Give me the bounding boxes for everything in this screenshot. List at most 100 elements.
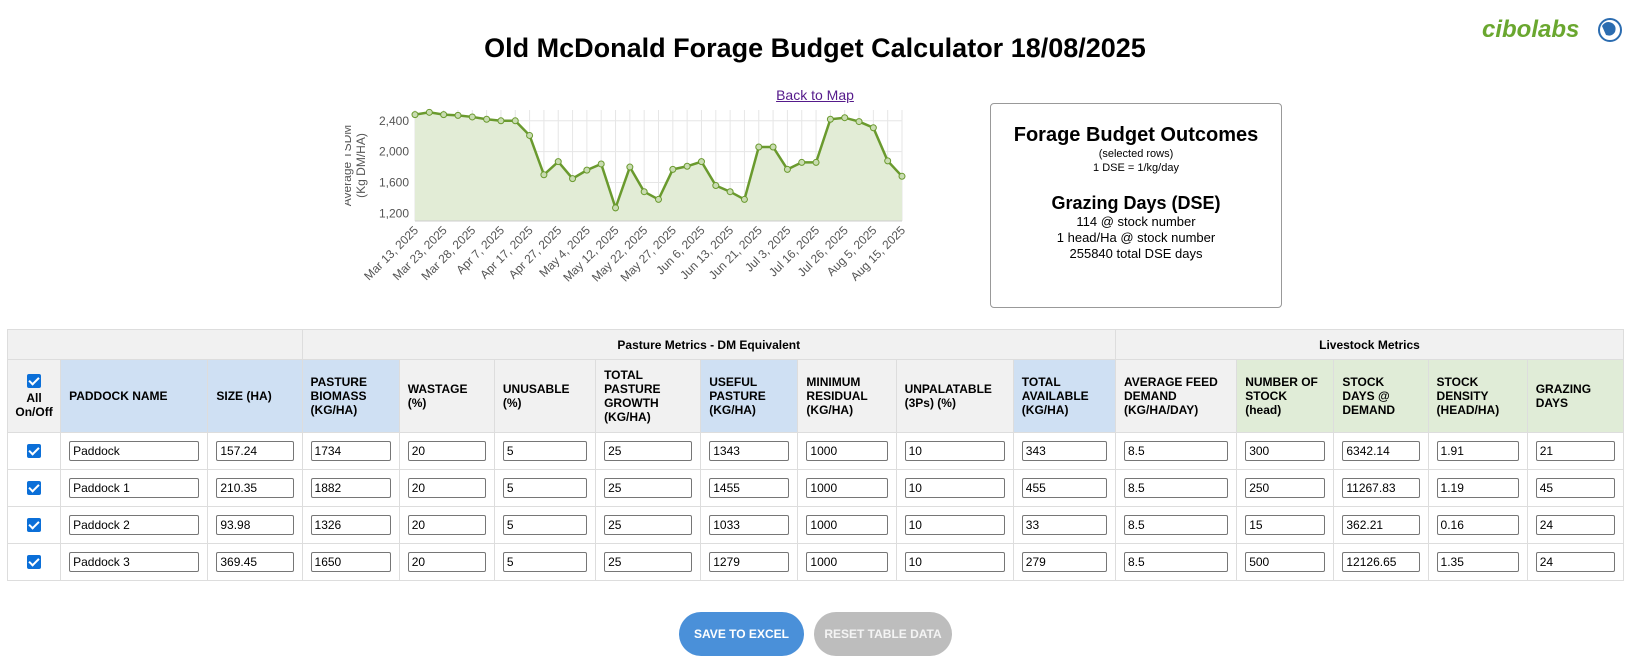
wastage-input[interactable]: [407, 441, 486, 461]
name-input[interactable]: [69, 552, 200, 572]
residual-input[interactable]: [806, 441, 888, 461]
unpalatable-input[interactable]: [904, 478, 1005, 498]
unusable-input[interactable]: [502, 441, 588, 461]
size-input[interactable]: [216, 552, 294, 572]
useful-input[interactable]: [709, 552, 790, 572]
data-point[interactable]: [855, 118, 863, 126]
stock-input[interactable]: [1245, 478, 1326, 498]
growth-input[interactable]: [604, 478, 693, 498]
data-point[interactable]: [783, 165, 791, 173]
size-input[interactable]: [216, 441, 294, 461]
data-point[interactable]: [483, 115, 491, 123]
name-input[interactable]: [69, 478, 200, 498]
available-input[interactable]: [1021, 441, 1107, 461]
data-point[interactable]: [626, 163, 634, 171]
data-point[interactable]: [841, 114, 849, 122]
data-point[interactable]: [697, 158, 705, 166]
data-point[interactable]: [884, 157, 892, 165]
biomass-input[interactable]: [310, 552, 391, 572]
data-point[interactable]: [468, 113, 476, 121]
demand-input[interactable]: [1123, 515, 1229, 535]
growth-input[interactable]: [604, 441, 693, 461]
wastage-input[interactable]: [407, 515, 486, 535]
data-point[interactable]: [554, 158, 562, 166]
wastage-input[interactable]: [407, 552, 486, 572]
row-select-checkbox[interactable]: [27, 518, 42, 533]
unusable-input[interactable]: [502, 478, 588, 498]
data-point[interactable]: [597, 160, 605, 168]
grazing-input[interactable]: [1535, 515, 1615, 535]
data-point[interactable]: [511, 117, 519, 125]
residual-input[interactable]: [806, 552, 888, 572]
data-point[interactable]: [583, 166, 591, 174]
stockdays-input[interactable]: [1342, 441, 1420, 461]
data-point[interactable]: [526, 131, 534, 139]
grazing-input[interactable]: [1535, 552, 1615, 572]
row-select-checkbox[interactable]: [27, 481, 42, 496]
biomass-input[interactable]: [310, 441, 391, 461]
residual-input[interactable]: [806, 478, 888, 498]
stock-input[interactable]: [1245, 552, 1326, 572]
data-point[interactable]: [740, 195, 748, 203]
residual-input[interactable]: [806, 515, 888, 535]
data-point[interactable]: [425, 108, 433, 116]
all-toggle-checkbox[interactable]: [27, 373, 42, 388]
stockdays-input[interactable]: [1342, 478, 1420, 498]
demand-input[interactable]: [1123, 441, 1229, 461]
unusable-input[interactable]: [502, 515, 588, 535]
data-point[interactable]: [869, 124, 877, 132]
growth-input[interactable]: [604, 552, 693, 572]
data-point[interactable]: [569, 175, 577, 183]
unpalatable-input[interactable]: [904, 441, 1005, 461]
wastage-input[interactable]: [407, 478, 486, 498]
data-point[interactable]: [540, 171, 548, 179]
data-point[interactable]: [812, 158, 820, 166]
available-input[interactable]: [1021, 478, 1107, 498]
data-point[interactable]: [640, 188, 648, 196]
available-input[interactable]: [1021, 552, 1107, 572]
unpalatable-input[interactable]: [904, 515, 1005, 535]
biomass-input[interactable]: [310, 478, 391, 498]
row-select-checkbox[interactable]: [27, 444, 42, 459]
unpalatable-input[interactable]: [904, 552, 1005, 572]
stock-input[interactable]: [1245, 515, 1326, 535]
size-input[interactable]: [216, 478, 294, 498]
reset-table-data-button[interactable]: RESET TABLE DATA: [814, 612, 952, 656]
data-point[interactable]: [683, 162, 691, 170]
stock-input[interactable]: [1245, 441, 1326, 461]
data-point[interactable]: [497, 117, 505, 125]
density-input[interactable]: [1436, 515, 1519, 535]
data-point[interactable]: [898, 172, 906, 180]
data-point[interactable]: [454, 111, 462, 119]
useful-input[interactable]: [709, 515, 790, 535]
size-input[interactable]: [216, 515, 294, 535]
growth-input[interactable]: [604, 515, 693, 535]
data-point[interactable]: [440, 111, 448, 119]
data-point[interactable]: [712, 182, 720, 190]
useful-input[interactable]: [709, 441, 790, 461]
data-point[interactable]: [826, 115, 834, 123]
data-point[interactable]: [411, 111, 419, 119]
stockdays-input[interactable]: [1342, 552, 1420, 572]
available-input[interactable]: [1021, 515, 1107, 535]
data-point[interactable]: [798, 158, 806, 166]
biomass-input[interactable]: [310, 515, 391, 535]
row-select-checkbox[interactable]: [27, 555, 42, 570]
demand-input[interactable]: [1123, 478, 1229, 498]
density-input[interactable]: [1436, 478, 1519, 498]
name-input[interactable]: [69, 515, 200, 535]
data-point[interactable]: [726, 188, 734, 196]
data-point[interactable]: [755, 143, 763, 151]
useful-input[interactable]: [709, 478, 790, 498]
back-to-map-link[interactable]: Back to Map: [776, 87, 854, 103]
grazing-input[interactable]: [1535, 441, 1615, 461]
demand-input[interactable]: [1123, 552, 1229, 572]
data-point[interactable]: [769, 143, 777, 151]
data-point[interactable]: [612, 204, 620, 212]
name-input[interactable]: [69, 441, 200, 461]
data-point[interactable]: [655, 195, 662, 203]
data-point[interactable]: [669, 165, 677, 173]
density-input[interactable]: [1436, 441, 1519, 461]
unusable-input[interactable]: [502, 552, 588, 572]
density-input[interactable]: [1436, 552, 1519, 572]
